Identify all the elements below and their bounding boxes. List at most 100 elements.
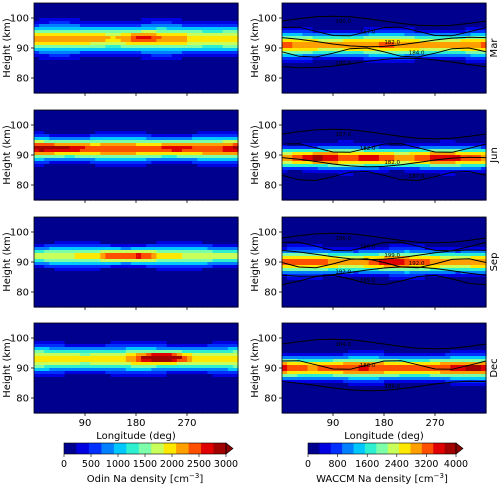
heatmap-cell [480, 39, 487, 43]
heatmap-cell [187, 119, 193, 123]
heatmap-cell [232, 48, 239, 52]
heatmap-cell [136, 6, 142, 10]
heatmap-cell [338, 90, 344, 94]
heatmap-cell [166, 161, 173, 165]
heatmap-cell [207, 15, 214, 19]
heatmap-cell [409, 12, 416, 16]
heatmap-cell [480, 24, 487, 28]
heatmap-cell [297, 69, 303, 73]
heatmap-cell [353, 24, 360, 28]
heatmap-cell [54, 188, 61, 192]
heatmap-cell [373, 113, 380, 117]
heatmap-cell [450, 78, 456, 82]
heatmap-cell [161, 137, 168, 141]
heatmap-cell [64, 116, 71, 120]
heatmap-cell [445, 18, 451, 22]
heatmap-cell [125, 131, 132, 135]
heatmap-cell [322, 143, 329, 147]
heatmap-cell [115, 194, 122, 198]
heatmap-cell [59, 164, 66, 168]
heatmap-cell [297, 3, 303, 7]
heatmap-cell [156, 128, 163, 132]
heatmap-cell [95, 60, 101, 64]
heatmap-cell [39, 188, 45, 192]
heatmap-cell [475, 90, 482, 94]
heatmap-cell [105, 194, 112, 198]
heatmap-cell [424, 3, 431, 7]
heatmap-cell [435, 6, 441, 10]
heatmap-cell [470, 90, 477, 94]
heatmap-cell [378, 63, 385, 67]
heatmap-cell [187, 140, 193, 144]
heatmap-cell [151, 217, 157, 221]
heatmap-cell [44, 27, 50, 31]
heatmap-cell [166, 9, 173, 13]
heatmap-cell [368, 66, 375, 70]
heatmap-cell [307, 131, 314, 135]
heatmap-cell [161, 39, 168, 43]
heatmap-cell [166, 176, 173, 180]
heatmap-cell [409, 131, 416, 135]
heatmap-cell [69, 217, 76, 221]
heatmap-cell [161, 15, 168, 19]
heatmap-cell [470, 185, 477, 189]
heatmap-cell [146, 72, 152, 76]
heatmap-cell [176, 170, 183, 174]
heatmap-cell [480, 57, 487, 61]
heatmap-cell [312, 194, 319, 198]
heatmap-cell [202, 217, 208, 221]
heatmap-cell [363, 21, 370, 25]
heatmap-cell [465, 182, 472, 186]
heatmap-cell [105, 188, 112, 192]
heatmap-cell [100, 18, 106, 22]
heatmap-cell [378, 113, 385, 117]
heatmap-cell [125, 42, 132, 46]
heatmap-cell [307, 182, 314, 186]
heatmap-cell [389, 3, 395, 7]
heatmap-cell [394, 18, 400, 22]
heatmap-cell [197, 24, 203, 28]
heatmap-cell [176, 36, 183, 40]
heatmap-cell [353, 155, 360, 159]
panel-odin-jun [34, 110, 239, 201]
heatmap-cell [363, 63, 370, 67]
heatmap-cell [343, 197, 349, 201]
heatmap-cell [34, 15, 40, 19]
heatmap-cell [358, 24, 365, 28]
heatmap-cell [368, 137, 375, 141]
heatmap-cell [455, 131, 462, 135]
heatmap-cell [378, 149, 385, 153]
heatmap-cell [120, 48, 127, 52]
heatmap-cell [120, 185, 127, 189]
heatmap-cell [100, 3, 106, 7]
heatmap-cell [282, 146, 288, 150]
heatmap-cell [435, 84, 441, 88]
heatmap-cell [74, 72, 81, 76]
heatmap-cell [227, 131, 234, 135]
heatmap-cell [54, 217, 61, 221]
heatmap-cell [287, 42, 293, 46]
heatmap-cell [212, 161, 219, 165]
heatmap-cell [480, 51, 487, 55]
heatmap-cell [353, 137, 360, 141]
heatmap-cell [207, 30, 214, 34]
heatmap-cell [322, 152, 329, 156]
heatmap-cell [95, 131, 101, 135]
heatmap-cell [368, 54, 375, 58]
heatmap-cell [115, 131, 122, 135]
heatmap-cell [317, 60, 324, 64]
heatmap-cell [49, 24, 55, 28]
heatmap-cell [44, 149, 50, 153]
heatmap-cell [373, 75, 380, 79]
heatmap-cell [419, 164, 426, 168]
heatmap-cell [378, 42, 385, 46]
heatmap-cell [292, 137, 298, 141]
heatmap-cell [419, 60, 426, 64]
heatmap-cell [394, 66, 400, 70]
heatmap-cell [358, 39, 365, 43]
heatmap-cell [181, 78, 188, 82]
heatmap-cell [34, 217, 40, 221]
heatmap-cell [353, 152, 360, 156]
heatmap-cell [435, 75, 441, 79]
heatmap-cell [141, 122, 147, 126]
